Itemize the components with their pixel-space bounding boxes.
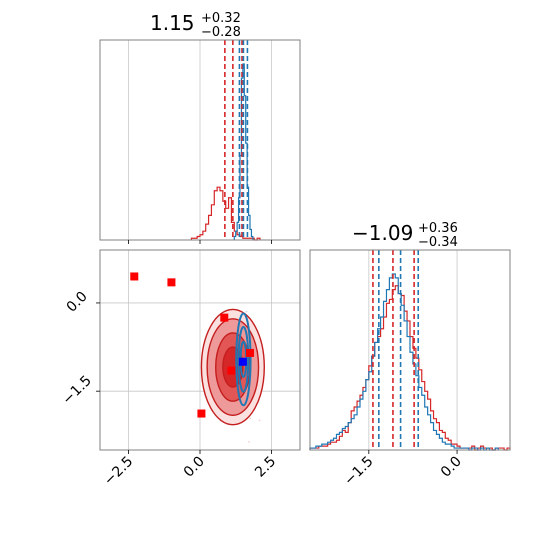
joint-red-point [220,313,229,322]
joint-y-tick-label: 0.0 [64,289,91,316]
joint-x-tick-label: 2.5 [252,454,279,481]
histogram-param-2-series [309,273,511,451]
joint-red-point [227,366,236,375]
joint-points [130,272,254,418]
joint-x-tick-label: −2.5 [101,454,136,489]
histogram-param-2-title-upper: +0.36 [418,221,458,236]
joint-sample-dot [258,419,261,422]
histogram-param-1-panel: 1.15 +0.32 −0.28 [99,11,301,244]
histogram-param-2-x-ticks: −1.5 0.0 [341,450,465,489]
histogram-param-2-panel: −1.5 0.0 −1.09 +0.36 −0.34 [309,221,511,489]
histogram-param-1-title-lower: −0.28 [201,25,241,40]
joint-red-point [130,272,139,281]
histogram-param-1-x-ticks [128,240,272,244]
joint-blue-contour [235,312,252,407]
joint-sample-dot [249,417,251,420]
histogram-param-1-quantile-lines [224,40,249,240]
histogram-param-1-series-red [190,186,261,241]
joint-blue-point [238,357,247,366]
histogram-param-1-title-upper: +0.32 [201,11,241,26]
joint-blue-contour [237,326,250,393]
joint-x-ticks: −2.5 0.0 2.5 [101,450,279,489]
histogram-param-2-series-red [309,285,511,451]
histogram-param-2-x-tick-label: −1.5 [341,454,376,489]
histogram-param-1-series [190,63,261,241]
joint-grid [100,250,300,450]
histogram-param-1-title-value: 1.15 [150,11,195,35]
joint-red-point [197,409,206,418]
joint-red-point [167,278,176,287]
histogram-param-2-title-lower: −0.34 [418,235,458,250]
joint-y-ticks: 0.0 −1.5 [59,289,100,408]
histogram-param-1-grid [128,40,272,240]
histogram-param-2-grid [368,250,458,450]
joint-red-point [246,348,254,357]
joint-x-tick-label: 0.0 [181,454,208,481]
joint-panel: −2.5 0.0 2.5 0.0 −1.5 [59,249,301,489]
histogram-param-2-quantile-lines [372,250,420,450]
joint-contours [200,308,265,426]
joint-y-tick-label: −1.5 [59,373,94,408]
histogram-param-2-title-value: −1.09 [352,221,413,245]
joint-sample-dot [245,310,248,313]
histogram-param-2-x-tick-label: 0.0 [438,454,465,481]
joint-sample-dot [248,440,250,443]
histogram-param-2-frame [309,249,511,451]
